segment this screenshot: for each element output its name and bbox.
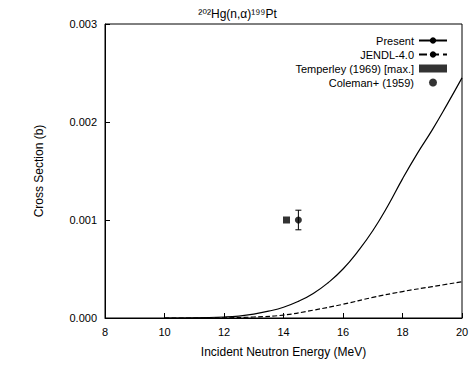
svg-text:JENDL-4.0: JENDL-4.0 — [360, 49, 414, 61]
svg-text:0.000: 0.000 — [69, 312, 97, 324]
svg-text:Present: Present — [376, 35, 414, 47]
svg-text:12: 12 — [218, 326, 230, 338]
svg-text:²⁰²Hg(n,α)¹⁹⁹Pt: ²⁰²Hg(n,α)¹⁹⁹Pt — [198, 7, 277, 21]
svg-text:10: 10 — [158, 326, 170, 338]
svg-text:20: 20 — [456, 326, 468, 338]
svg-text:Incident Neutron Energy (MeV): Incident Neutron Energy (MeV) — [201, 345, 366, 359]
svg-text:0.003: 0.003 — [69, 18, 97, 30]
svg-text:16: 16 — [337, 326, 349, 338]
svg-text:Cross Section (b): Cross Section (b) — [32, 125, 46, 218]
svg-text:8: 8 — [102, 326, 108, 338]
svg-text:0.001: 0.001 — [69, 214, 97, 226]
svg-text:14: 14 — [277, 326, 289, 338]
svg-text:18: 18 — [396, 326, 408, 338]
svg-text:Temperley (1969) [max.]: Temperley (1969) [max.] — [295, 63, 414, 75]
svg-text:Coleman+ (1959): Coleman+ (1959) — [329, 77, 414, 89]
svg-text:0.002: 0.002 — [69, 116, 97, 128]
